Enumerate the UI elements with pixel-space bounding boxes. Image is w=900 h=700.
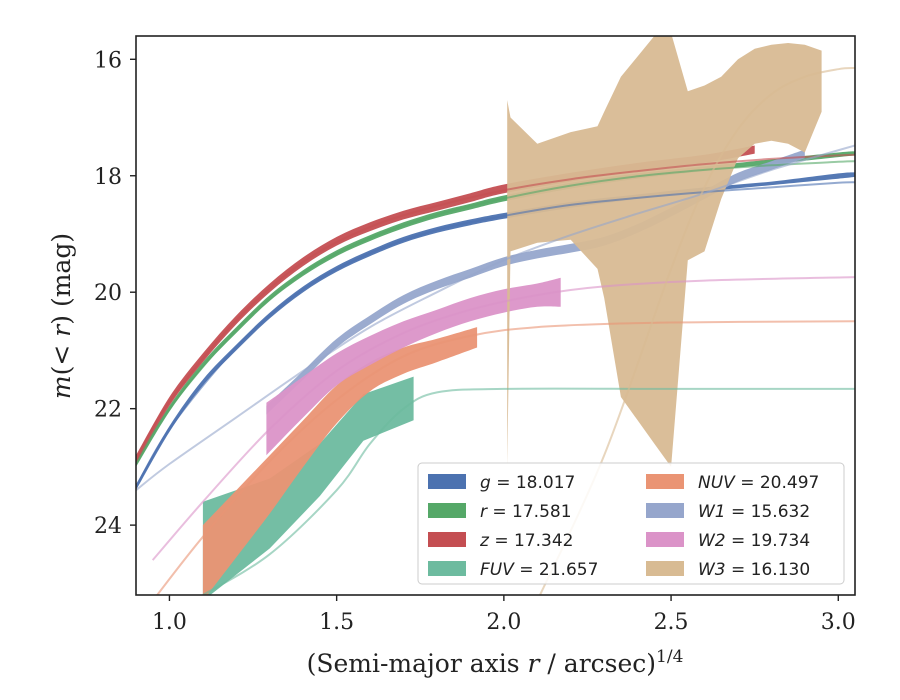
- y-tick-label: 18: [94, 165, 122, 190]
- model-curve-w1: [136, 144, 855, 491]
- y-tick-label: 24: [94, 514, 122, 539]
- legend-swatch-w3: [646, 561, 684, 576]
- model-curve-g: [136, 181, 855, 488]
- y-tick-label: 22: [94, 398, 122, 423]
- data-band-fuv: [202, 376, 414, 595]
- legend-label-nuv: NUV = 20.497: [698, 473, 819, 493]
- axis-ticks: 1.0 1.5 2.0 2.5 3.0 16 18 20 22 24: [94, 48, 856, 635]
- x-tick-label: 1.0: [152, 610, 187, 635]
- legend-swatch-g: [428, 474, 466, 489]
- plot-frame: [135, 35, 856, 596]
- legend-swatch-fuv: [428, 561, 466, 576]
- x-tick-label: 3.0: [821, 610, 856, 635]
- model-curve-w3: [538, 67, 855, 595]
- model-curve-w2: [151, 276, 855, 561]
- model-curves: [136, 67, 855, 595]
- legend-label-g: g = 18.017: [480, 473, 575, 493]
- legend-label-r: r = 17.581: [480, 502, 572, 522]
- x-tick-label: 2.5: [654, 610, 689, 635]
- x-axis-label: (Semi-major axis r / arcsec)1/4: [307, 647, 684, 678]
- legend-label-w3: W3 = 16.130: [698, 560, 810, 580]
- model-curve-r: [136, 160, 855, 465]
- y-axis-label: m(< r) (mag): [47, 233, 76, 399]
- legend-frame: [417, 462, 845, 585]
- y-tick-label: 16: [94, 48, 122, 73]
- x-tick-label: 2.0: [486, 610, 521, 635]
- legend-label-fuv: FUV = 21.657: [480, 560, 598, 580]
- legend-label-w1: W1 = 15.632: [698, 502, 810, 522]
- legend-swatch-w2: [646, 532, 684, 547]
- x-tick-label: 1.5: [319, 610, 354, 635]
- model-curve-fuv: [202, 387, 855, 595]
- legend: g = 18.017 r = 17.581 z = 17.342 FUV = 21.6…: [417, 462, 845, 585]
- data-band-w3: [507, 36, 822, 467]
- legend-swatch-z: [428, 532, 466, 547]
- model-curve-z: [136, 153, 855, 461]
- data-band-nuv: [202, 327, 478, 595]
- model-curve-nuv: [155, 320, 855, 595]
- legend-label-z: z = 17.342: [479, 531, 573, 551]
- legend-swatch-nuv: [646, 474, 684, 489]
- y-tick-label: 20: [94, 281, 122, 306]
- legend-swatch-r: [428, 503, 466, 518]
- legend-swatch-w1: [646, 503, 684, 518]
- legend-label-w2: W2 = 19.734: [698, 531, 810, 551]
